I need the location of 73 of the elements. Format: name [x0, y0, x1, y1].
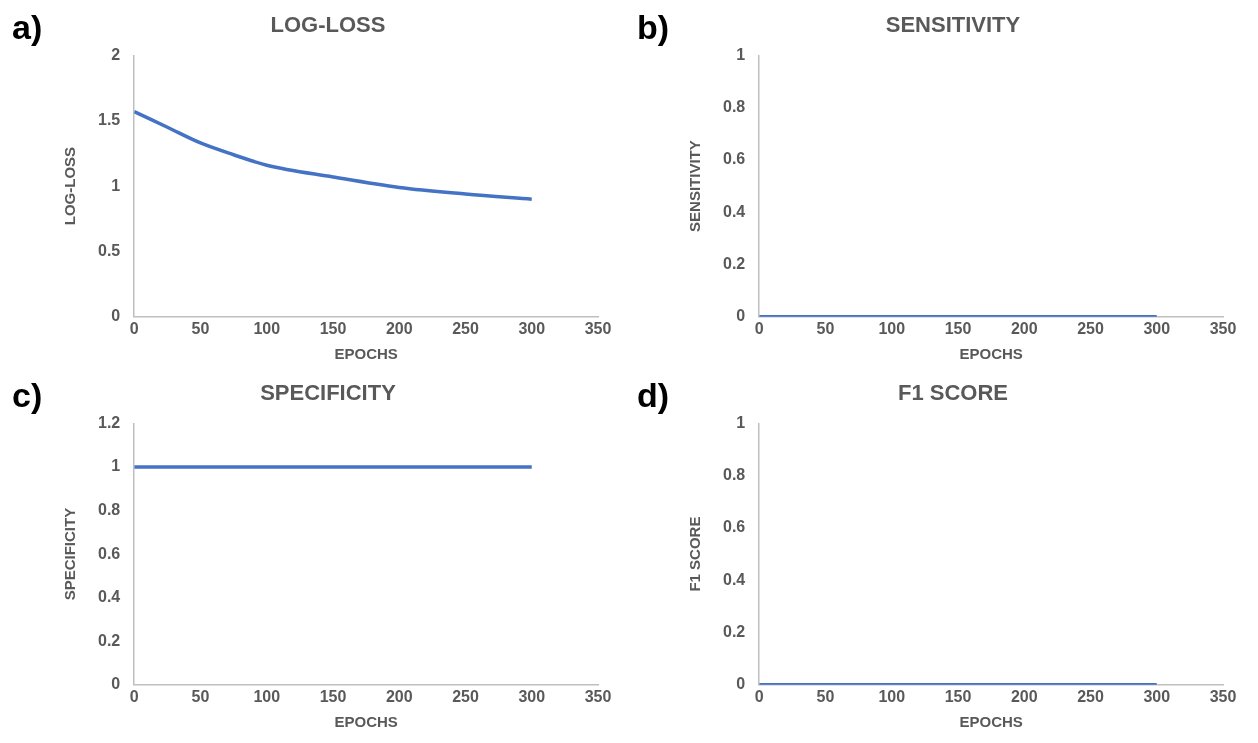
y-tick-label: 0.4: [722, 202, 746, 220]
x-tick-label: 50: [816, 319, 835, 337]
x-tick-label: 50: [816, 687, 835, 705]
x-tick-label: 0: [129, 687, 139, 705]
y-tick-label: 1: [111, 176, 121, 194]
x-axis-title: EPOCHS: [959, 713, 1023, 731]
text: b): [637, 8, 670, 47]
text: c): [12, 376, 43, 415]
x-tick-label: 100: [253, 687, 281, 705]
x-tick-label: 250: [1077, 687, 1104, 705]
y-tick-label: 0: [736, 307, 746, 325]
y-axis-title: F1 SCORE: [686, 516, 704, 592]
x-tick-label: 100: [253, 319, 281, 337]
y-tick-label: 0: [111, 675, 121, 693]
text: d): [637, 376, 670, 415]
x-tick-label: 350: [1209, 319, 1237, 337]
x-tick-label: 350: [584, 687, 612, 705]
x-tick-label: 150: [319, 687, 347, 705]
x-tick-label: 0: [129, 319, 139, 337]
x-tick-label: 200: [1010, 319, 1038, 337]
x-tick-label: 300: [518, 687, 546, 705]
x-tick-label: 350: [1209, 687, 1237, 705]
x-axis-title: EPOCHS: [334, 345, 398, 363]
x-tick-label: 200: [385, 319, 413, 337]
y-tick-label: 1.2: [97, 413, 121, 431]
y-tick-label: 0: [111, 307, 121, 325]
y-tick-label: 1: [736, 413, 746, 431]
x-tick-label: 150: [944, 687, 972, 705]
x-tick-label: 200: [385, 687, 413, 705]
x-tick-label: 300: [1143, 319, 1171, 337]
x-tick-label: 50: [191, 687, 210, 705]
x-tick-label: 100: [878, 687, 906, 705]
x-tick-label: 250: [452, 319, 479, 337]
y-tick-label: 0.5: [97, 241, 121, 259]
chart-title: F1 SCORE: [897, 380, 1009, 406]
chart-title: SPECIFICITY: [260, 380, 397, 406]
y-tick-label: 0.2: [722, 622, 746, 640]
chart-title: LOG-LOSS: [270, 12, 386, 38]
y-tick-label: 0.6: [722, 518, 746, 536]
chart-title: SENSITIVITY: [885, 12, 1021, 38]
x-tick-label: 0: [754, 687, 764, 705]
y-tick-label: 0.4: [722, 570, 746, 588]
x-tick-label: 350: [584, 319, 612, 337]
y-tick-label: 1: [111, 457, 121, 475]
y-tick-label: 0.2: [97, 631, 121, 649]
x-tick-label: 250: [452, 687, 479, 705]
y-tick-label: 0.6: [97, 544, 121, 562]
x-tick-label: 50: [191, 319, 210, 337]
x-tick-label: 150: [944, 319, 972, 337]
x-tick-label: 300: [518, 319, 546, 337]
x-tick-label: 100: [878, 319, 906, 337]
y-tick-label: 0.4: [97, 588, 121, 606]
y-axis-title: SENSITIVITY: [686, 140, 704, 232]
y-axis-title: LOG-LOSS: [61, 146, 79, 226]
y-tick-label: 0.8: [97, 500, 121, 518]
x-tick-label: 150: [319, 319, 347, 337]
text: a): [12, 8, 43, 47]
y-tick-label: 0: [736, 675, 746, 693]
x-tick-label: 300: [1143, 687, 1171, 705]
line-series: [134, 109, 534, 201]
y-tick-label: 0.6: [722, 150, 746, 168]
x-tick-label: 0: [754, 319, 764, 337]
y-axis-title: SPECIFICITY: [61, 507, 79, 601]
x-tick-label: 200: [1010, 687, 1038, 705]
x-axis-title: EPOCHS: [959, 345, 1023, 363]
y-tick-label: 0.8: [722, 98, 746, 116]
y-tick-label: 0.8: [722, 466, 746, 484]
y-tick-label: 1.5: [97, 111, 121, 129]
x-tick-label: 250: [1077, 319, 1104, 337]
y-tick-label: 2: [111, 45, 121, 63]
y-tick-label: 0.2: [722, 254, 746, 272]
y-tick-label: 1: [736, 45, 746, 63]
x-axis-title: EPOCHS: [334, 713, 398, 731]
